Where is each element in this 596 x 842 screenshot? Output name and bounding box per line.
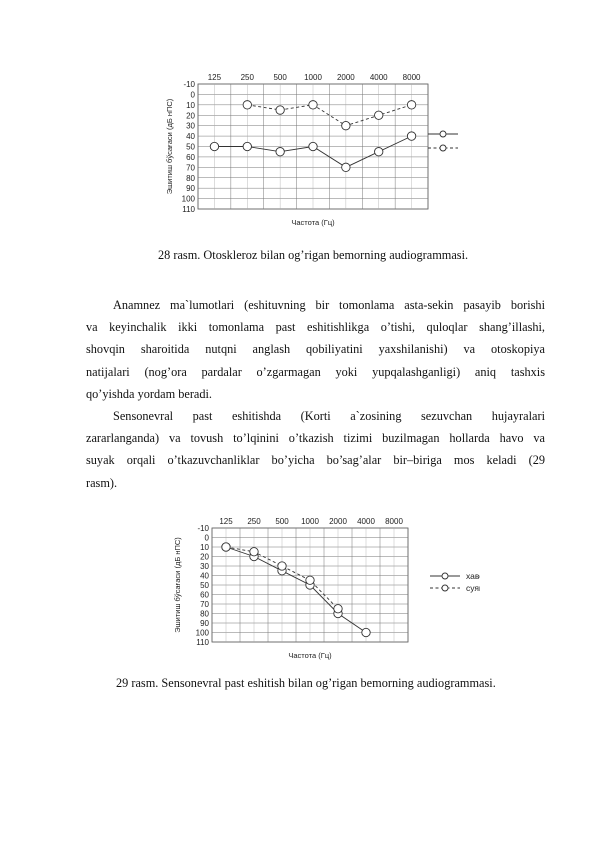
text-line: rasm). [86, 475, 118, 490]
y-tick-label: 20 [200, 553, 209, 562]
text-line: Anamnez ma`lumotlari (eshituvning bir to… [113, 298, 545, 312]
y-tick-label: 50 [200, 581, 209, 590]
legend-label: хаво [466, 571, 480, 581]
legend-marker [441, 584, 449, 592]
data-point [242, 100, 252, 110]
legend-marker [439, 144, 447, 152]
legend-marker [441, 572, 449, 580]
text-line: Sensonevral past eshitishda (Korti a`zos… [113, 409, 545, 423]
x-axis-label: Частота (Гц) [291, 218, 335, 227]
y-tick-label: 110 [182, 205, 195, 214]
figure2-caption: 29 rasm. Sensonevral past eshitish bilan… [116, 676, 496, 690]
y-tick-label: 60 [186, 153, 195, 162]
data-point [221, 542, 231, 552]
y-tick-label: 30 [200, 562, 209, 571]
x-tick-labels: 125 250 500 1000 2000 4000 8000 [208, 73, 421, 82]
x-tick-label: 250 [241, 73, 255, 82]
data-point [406, 100, 417, 110]
data-point [209, 141, 220, 152]
data-point [249, 547, 259, 557]
x-tick-label: 2000 [329, 517, 347, 526]
legend-marker [439, 130, 447, 138]
x-tick-label: 1000 [301, 517, 319, 526]
x-tick-label: 1000 [304, 73, 322, 82]
x-tick-label: 8000 [403, 73, 421, 82]
data-point [406, 131, 417, 141]
x-tick-label: 8000 [385, 517, 403, 526]
y-axis-label: Эшитиш бўсағаси (дБ нПС) [173, 537, 182, 633]
y-tick-label: 100 [196, 629, 210, 638]
legend: хавосуяк [428, 130, 458, 152]
data-point [374, 147, 384, 157]
data-point [341, 121, 351, 131]
series-lines [225, 546, 367, 633]
y-tick-label: 110 [196, 638, 209, 647]
audiogram-sensorineural-chart: 125 250 500 1000 2000 4000 8000 -1001020304050… [173, 517, 480, 660]
y-tick-label: 70 [186, 163, 195, 172]
legend: хаво суяк [430, 571, 480, 593]
data-point [374, 110, 384, 120]
data-point [341, 162, 351, 172]
data-point [308, 100, 318, 110]
y-tick-label: 0 [191, 90, 196, 99]
x-tick-label: 2000 [337, 73, 355, 82]
data-point [308, 141, 318, 152]
y-tick-label: 50 [186, 143, 195, 152]
y-tick-label: 90 [200, 619, 209, 628]
text-line: shovqin sharoitida nutqni anglash qobili… [86, 342, 545, 357]
figure1-caption: 28 rasm. Otoskleroz bilan og’rigan bemor… [158, 248, 469, 262]
data-point [333, 604, 343, 614]
data-point [277, 561, 287, 571]
text-line: natijalari (nog’ora pardalar o’zgarmagan… [86, 364, 545, 379]
text-line: va keyinchalik ikki tomonlama past eshit… [86, 320, 545, 335]
x-tick-label: 250 [247, 517, 261, 526]
x-tick-label: 125 [219, 517, 233, 526]
y-axis-label: Эшитиш бўсағаси (дБ нПС) [165, 98, 174, 194]
y-tick-label: 20 [186, 111, 195, 120]
x-axis-label: Частота (Гц) [288, 651, 332, 660]
text-line: qo’yishda yordam beradi. [86, 386, 213, 401]
y-tick-label: 70 [200, 600, 209, 609]
x-tick-labels: 125 250 500 1000 2000 4000 8000 [219, 517, 403, 526]
paragraph-sensorineural: Sensonevral past eshitishda (Korti a`zos… [86, 405, 545, 494]
y-tick-label: -10 [183, 80, 195, 89]
x-tick-label: 500 [273, 73, 287, 82]
data-point [361, 627, 371, 638]
y-tick-label: 10 [186, 101, 195, 110]
y-tick-label: 40 [200, 572, 209, 581]
x-tick-label: 4000 [357, 517, 375, 526]
grid [211, 527, 409, 643]
x-tick-label: 500 [275, 517, 289, 526]
paragraph-anamnesis: Anamnez ma`lumotlari (eshituvning bir to… [86, 294, 545, 405]
data-point [242, 141, 252, 152]
y-tick-label: 30 [186, 122, 195, 131]
series-points [221, 542, 371, 638]
series-line-хаво [225, 546, 367, 633]
y-tick-label: 60 [200, 591, 209, 600]
x-tick-label: 125 [208, 73, 222, 82]
series-line-суяк [225, 546, 339, 610]
x-tick-label: 4000 [370, 73, 388, 82]
y-tick-label: 0 [205, 534, 210, 543]
y-tick-label: 40 [186, 132, 195, 141]
y-tick-label: 90 [186, 184, 195, 193]
y-tick-label: -10 [197, 524, 209, 533]
legend-label: суяк [466, 583, 480, 593]
data-point [275, 147, 285, 157]
series-line-суяк [247, 104, 412, 127]
y-tick-label: 10 [200, 543, 209, 552]
y-tick-label: 80 [200, 610, 209, 619]
y-tick-label: 100 [182, 195, 196, 204]
text-line: zararlanganda) va tovush to’lqinini o’tk… [86, 431, 545, 446]
data-point [275, 105, 285, 115]
y-tick-label: 80 [186, 174, 195, 183]
data-point [305, 575, 315, 585]
text-line: suyak orqali o’tkazuvchanliklar bo’yicha… [86, 453, 545, 468]
series-points [209, 100, 417, 172]
